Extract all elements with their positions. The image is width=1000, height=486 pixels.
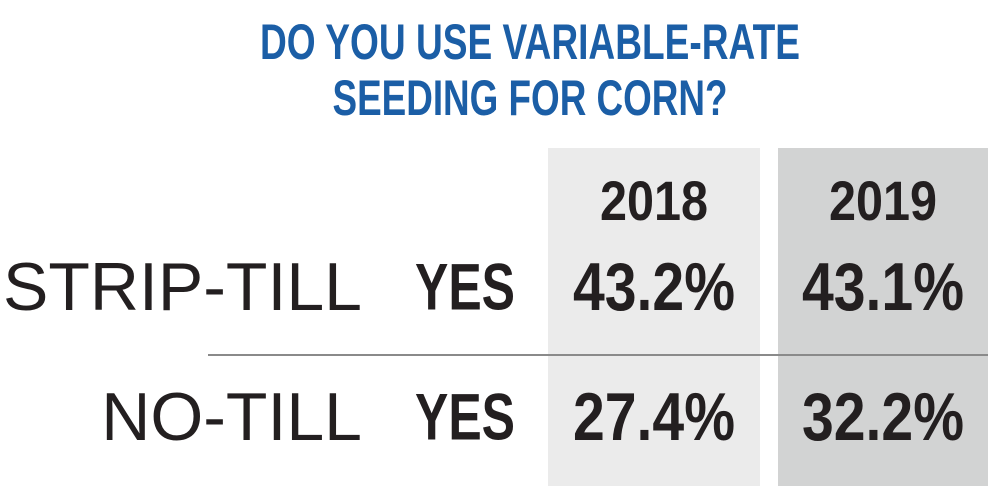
cell-value: 43.2% [573, 249, 735, 325]
row-answer: YES [415, 379, 515, 453]
cell-value: 32.2% [802, 379, 964, 455]
row-label: NO-TILL [101, 379, 362, 455]
column-2018-bg [548, 148, 760, 486]
cell-value: 27.4% [573, 379, 735, 455]
column-header: 2019 [829, 169, 937, 232]
title-line: SEEDING FOR CORN? [333, 70, 728, 126]
column-header: 2018 [600, 169, 708, 232]
cell-value: 43.1% [802, 249, 964, 325]
column-2019-bg [778, 148, 988, 486]
row-label: STRIP-TILL [3, 249, 362, 325]
title-line: DO YOU USE VARIABLE-RATE [260, 14, 800, 70]
row-answer: YES [415, 249, 515, 323]
